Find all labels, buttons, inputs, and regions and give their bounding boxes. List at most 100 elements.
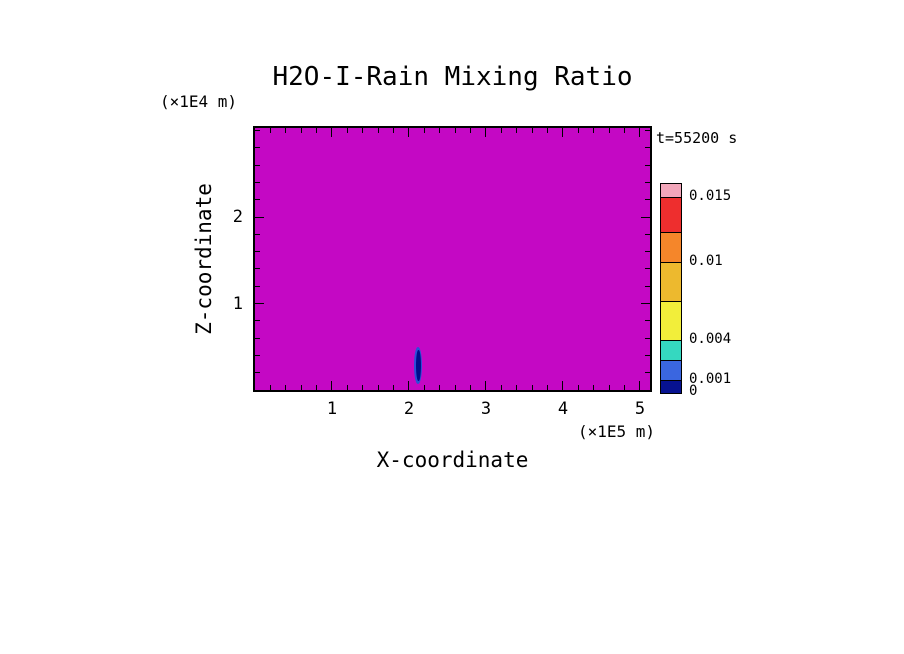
x-tick [562, 381, 564, 390]
x-tick [362, 385, 364, 390]
colorbar-segment [661, 381, 681, 393]
colorbar-segment [661, 302, 681, 341]
z-tick [645, 372, 650, 374]
x-tick [500, 385, 502, 390]
colorbar-segment [661, 184, 681, 198]
z-tick [645, 268, 650, 270]
z-tick [255, 337, 260, 339]
z-tick [641, 216, 650, 218]
colorbar-segment [661, 263, 681, 302]
x-tick [269, 128, 271, 133]
x-tick [393, 128, 395, 133]
plot-frame [253, 126, 652, 392]
colorbar-segment [661, 233, 681, 263]
z-tick [255, 233, 260, 235]
x-tick-label: 2 [403, 399, 415, 419]
z-tick [645, 164, 650, 166]
chart-title: H2O-I-Rain Mixing Ratio [272, 62, 633, 92]
z-tick [255, 199, 260, 201]
z-tick [255, 251, 260, 253]
z-tick [255, 130, 260, 132]
z-tick [645, 147, 650, 149]
x-tick [516, 128, 518, 133]
x-tick [577, 385, 579, 390]
z-tick [255, 372, 260, 374]
z-tick [255, 285, 260, 287]
colorbar-segment [661, 341, 681, 361]
z-tick [255, 216, 264, 218]
colorbar [660, 183, 682, 394]
colorbar-tick-label: 0.01 [689, 253, 723, 269]
x-tick [562, 128, 564, 137]
x-tick [531, 128, 533, 133]
x-tick [439, 128, 441, 133]
z-tick [645, 181, 650, 183]
z-tick [645, 251, 650, 253]
x-tick [423, 385, 425, 390]
y-axis-unit-label: (×1E4 m) [160, 92, 238, 111]
x-tick [593, 128, 595, 133]
z-tick [255, 354, 260, 356]
x-tick [608, 128, 610, 133]
x-tick [624, 128, 626, 133]
x-tick [346, 128, 348, 133]
rain-cell-feature [414, 346, 423, 384]
z-tick [255, 147, 260, 149]
colorbar-tick-label: 0 [689, 383, 698, 399]
x-tick-label: 1 [326, 399, 338, 419]
x-tick [393, 385, 395, 390]
x-tick [423, 128, 425, 133]
z-tick [645, 130, 650, 132]
x-tick [639, 128, 641, 137]
x-tick [285, 385, 287, 390]
y-axis-title: Z-coordinate [186, 128, 222, 390]
x-tick-label: 5 [634, 399, 646, 419]
x-tick [470, 128, 472, 133]
x-tick [377, 128, 379, 133]
x-tick [331, 381, 333, 390]
colorbar-segment [661, 361, 681, 381]
z-tick [645, 354, 650, 356]
x-axis-unit-label: (×1E5 m) [577, 422, 655, 441]
x-tick [624, 385, 626, 390]
x-tick [547, 128, 549, 133]
plot-area [255, 128, 650, 390]
z-tick [255, 320, 260, 322]
z-tick [255, 164, 260, 166]
x-tick [485, 381, 487, 390]
x-tick [500, 128, 502, 133]
z-tick-label: 2 [232, 207, 243, 228]
colorbar-tick-label: 0.015 [689, 188, 732, 204]
x-tick [439, 385, 441, 390]
x-tick [316, 385, 318, 390]
z-tick [255, 303, 264, 305]
rain-cell-core [415, 349, 421, 381]
x-tick [547, 385, 549, 390]
x-tick [577, 128, 579, 133]
colorbar-tick-label: 0.004 [689, 331, 732, 347]
x-tick [346, 385, 348, 390]
x-tick [269, 385, 271, 390]
x-tick-label: 3 [480, 399, 492, 419]
x-tick [593, 385, 595, 390]
x-tick [362, 128, 364, 133]
z-tick-label: 1 [232, 293, 243, 314]
x-tick [300, 385, 302, 390]
z-tick [255, 181, 260, 183]
x-tick [454, 128, 456, 133]
x-tick [408, 381, 410, 390]
x-tick-label: 4 [557, 399, 569, 419]
x-tick [331, 128, 333, 137]
x-axis-title: X-coordinate [376, 448, 529, 472]
timestamp-label: t=55200 s [656, 129, 738, 147]
x-tick [485, 128, 487, 137]
z-tick [645, 233, 650, 235]
x-tick [639, 381, 641, 390]
x-tick [608, 385, 610, 390]
z-tick [645, 199, 650, 201]
x-tick [377, 385, 379, 390]
x-tick [300, 128, 302, 133]
x-tick [285, 128, 287, 133]
colorbar-tick-label: 0.001 [689, 371, 732, 387]
